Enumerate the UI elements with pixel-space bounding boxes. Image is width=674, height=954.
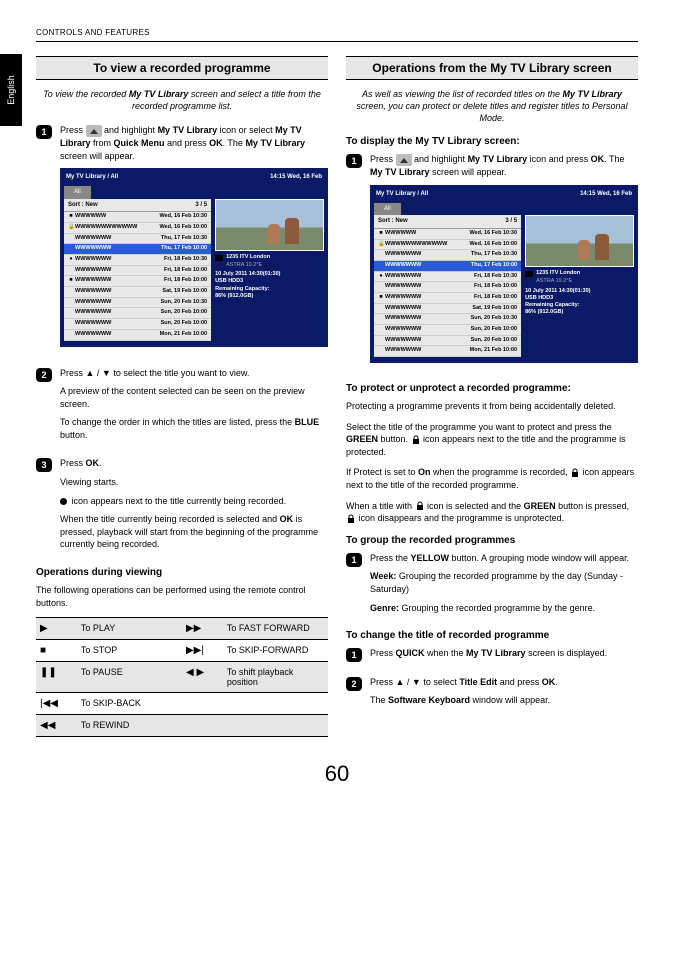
left-step-3: 3 Press OK. Viewing starts. icon appears… bbox=[36, 457, 328, 557]
step-body: Press and highlight My TV Library icon a… bbox=[370, 153, 638, 373]
step-body: Press OK. Viewing starts. icon appears n… bbox=[60, 457, 328, 557]
step-badge: 1 bbox=[346, 648, 362, 662]
step-body: Press ▲ / ▼ to select the title you want… bbox=[60, 367, 328, 448]
group-heading: To group the recorded programmes bbox=[346, 535, 638, 546]
left-column: To view a recorded programme To view the… bbox=[36, 56, 328, 737]
step-badge: 2 bbox=[36, 368, 52, 382]
right-step-1: 1 Press and highlight My TV Library icon… bbox=[346, 153, 638, 373]
menu-key-icon bbox=[396, 154, 412, 166]
left-step-2: 2 Press ▲ / ▼ to select the title you wa… bbox=[36, 367, 328, 448]
lock-icon bbox=[411, 435, 421, 445]
table-row: ▶To PLAY▶▶To FAST FORWARD bbox=[36, 618, 328, 640]
step-badge: 1 bbox=[36, 125, 52, 139]
page-number: 60 bbox=[36, 761, 638, 787]
page: CONTROLS AND FEATURES English To view a … bbox=[0, 0, 674, 807]
columns: To view a recorded programme To view the… bbox=[36, 56, 638, 737]
table-row: ■To STOP▶▶|To SKIP-FORWARD bbox=[36, 640, 328, 662]
lock-icon bbox=[415, 501, 425, 511]
ops-intro: The following operations can be performe… bbox=[36, 584, 328, 609]
tv-library-panel: My TV Library / All14:15 Wed, 16 FebAllS… bbox=[370, 185, 638, 363]
header-breadcrumb: CONTROLS AND FEATURES bbox=[36, 28, 638, 41]
menu-key-icon bbox=[86, 125, 102, 137]
operations-table: ▶To PLAY▶▶To FAST FORWARD■To STOP▶▶|To S… bbox=[36, 617, 328, 737]
language-tab: English bbox=[0, 54, 22, 126]
protect-heading: To protect or unprotect a recorded progr… bbox=[346, 383, 638, 394]
step-badge: 1 bbox=[346, 553, 362, 567]
right-intro: As well as viewing the list of recorded … bbox=[346, 88, 638, 124]
tv-library-screenshot-right: My TV Library / All14:15 Wed, 16 FebAllS… bbox=[370, 185, 638, 363]
display-heading: To display the My TV Library screen: bbox=[346, 136, 638, 147]
right-column: Operations from the My TV Library screen… bbox=[346, 56, 638, 737]
tv-library-panel: My TV Library / All14:15 Wed, 16 FebAllS… bbox=[60, 168, 328, 346]
ct-step-2: 2 Press ▲ / ▼ to select Title Edit and p… bbox=[346, 676, 638, 713]
left-section-title: To view a recorded programme bbox=[36, 56, 328, 80]
group-step-1: 1 Press the YELLOW button. A grouping mo… bbox=[346, 552, 638, 620]
lock-icon bbox=[346, 514, 356, 524]
step-body: Press and highlight My TV Library icon o… bbox=[60, 124, 328, 356]
step-badge: 2 bbox=[346, 677, 362, 691]
changetitle-heading: To change the title of recorded programm… bbox=[346, 630, 638, 641]
header-rule bbox=[36, 41, 638, 42]
step-body: Press QUICK when the My TV Library scree… bbox=[370, 647, 638, 666]
protect-para-d: When a title with icon is selected and t… bbox=[346, 500, 638, 525]
record-dot-icon bbox=[60, 498, 67, 505]
language-tab-label: English bbox=[6, 75, 16, 105]
right-section-title: Operations from the My TV Library screen bbox=[346, 56, 638, 80]
table-row: |◀◀To SKIP-BACK bbox=[36, 693, 328, 715]
step-badge: 3 bbox=[36, 458, 52, 472]
step-badge: 1 bbox=[346, 154, 362, 168]
tv-library-screenshot-left: My TV Library / All14:15 Wed, 16 FebAllS… bbox=[60, 168, 328, 346]
left-intro: To view the recorded My TV Library scree… bbox=[36, 88, 328, 112]
left-step-1: 1 Press and highlight My TV Library icon… bbox=[36, 124, 328, 356]
table-row: ❚❚To PAUSE◀ ▶To shift playback position bbox=[36, 662, 328, 693]
ops-heading: Operations during viewing bbox=[36, 567, 328, 578]
protect-para-a: Protecting a programme prevents it from … bbox=[346, 400, 638, 413]
protect-para-c: If Protect is set to On when the program… bbox=[346, 466, 638, 491]
table-row: ◀◀To REWIND bbox=[36, 715, 328, 737]
lock-icon bbox=[570, 468, 580, 478]
protect-para-b: Select the title of the programme you wa… bbox=[346, 421, 638, 459]
step-body: Press the YELLOW button. A grouping mode… bbox=[370, 552, 638, 620]
ct-step-1: 1 Press QUICK when the My TV Library scr… bbox=[346, 647, 638, 666]
step-body: Press ▲ / ▼ to select Title Edit and pre… bbox=[370, 676, 638, 713]
